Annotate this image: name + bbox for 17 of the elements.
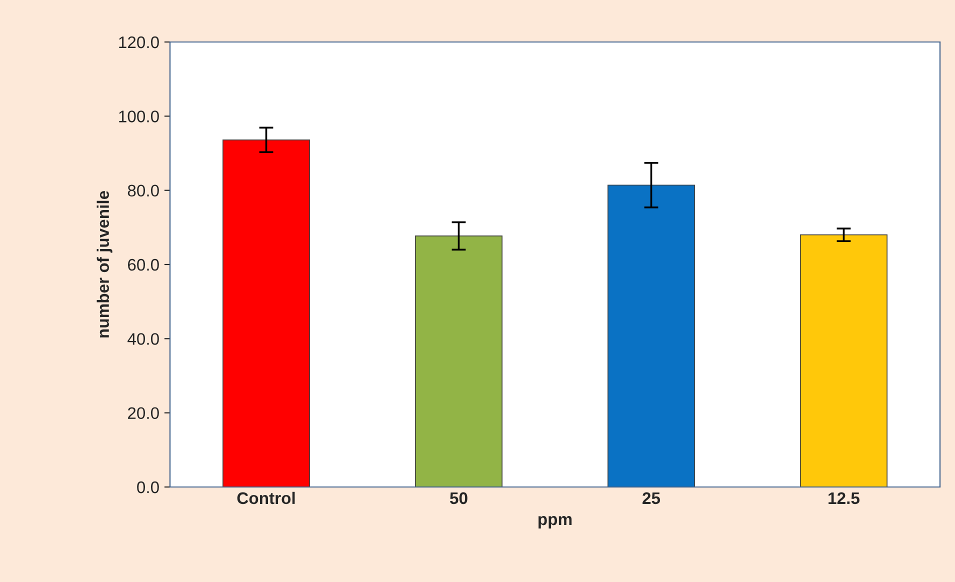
bar bbox=[800, 234, 888, 487]
x-tick-label: 12.5 bbox=[828, 492, 860, 504]
bar bbox=[415, 236, 502, 487]
x-tick-label: Control bbox=[237, 492, 295, 504]
y-tick-label: 80.0 bbox=[128, 184, 159, 197]
y-tick-label: 40.0 bbox=[128, 333, 159, 345]
bar bbox=[222, 139, 310, 487]
x-tick-label: 25 bbox=[642, 492, 660, 504]
y-tick-label: 20.0 bbox=[128, 407, 159, 420]
y-tick-label: 60.0 bbox=[128, 258, 159, 271]
y-tick-label: 120.0 bbox=[119, 36, 159, 48]
y-axis-title: number of juvenile bbox=[96, 190, 112, 338]
y-tick-label: 100.0 bbox=[119, 110, 159, 122]
x-tick-label: 50 bbox=[450, 492, 468, 504]
x-axis-title: ppm bbox=[538, 516, 572, 528]
y-tick-label: 0.0 bbox=[137, 481, 159, 494]
bar bbox=[608, 184, 695, 487]
